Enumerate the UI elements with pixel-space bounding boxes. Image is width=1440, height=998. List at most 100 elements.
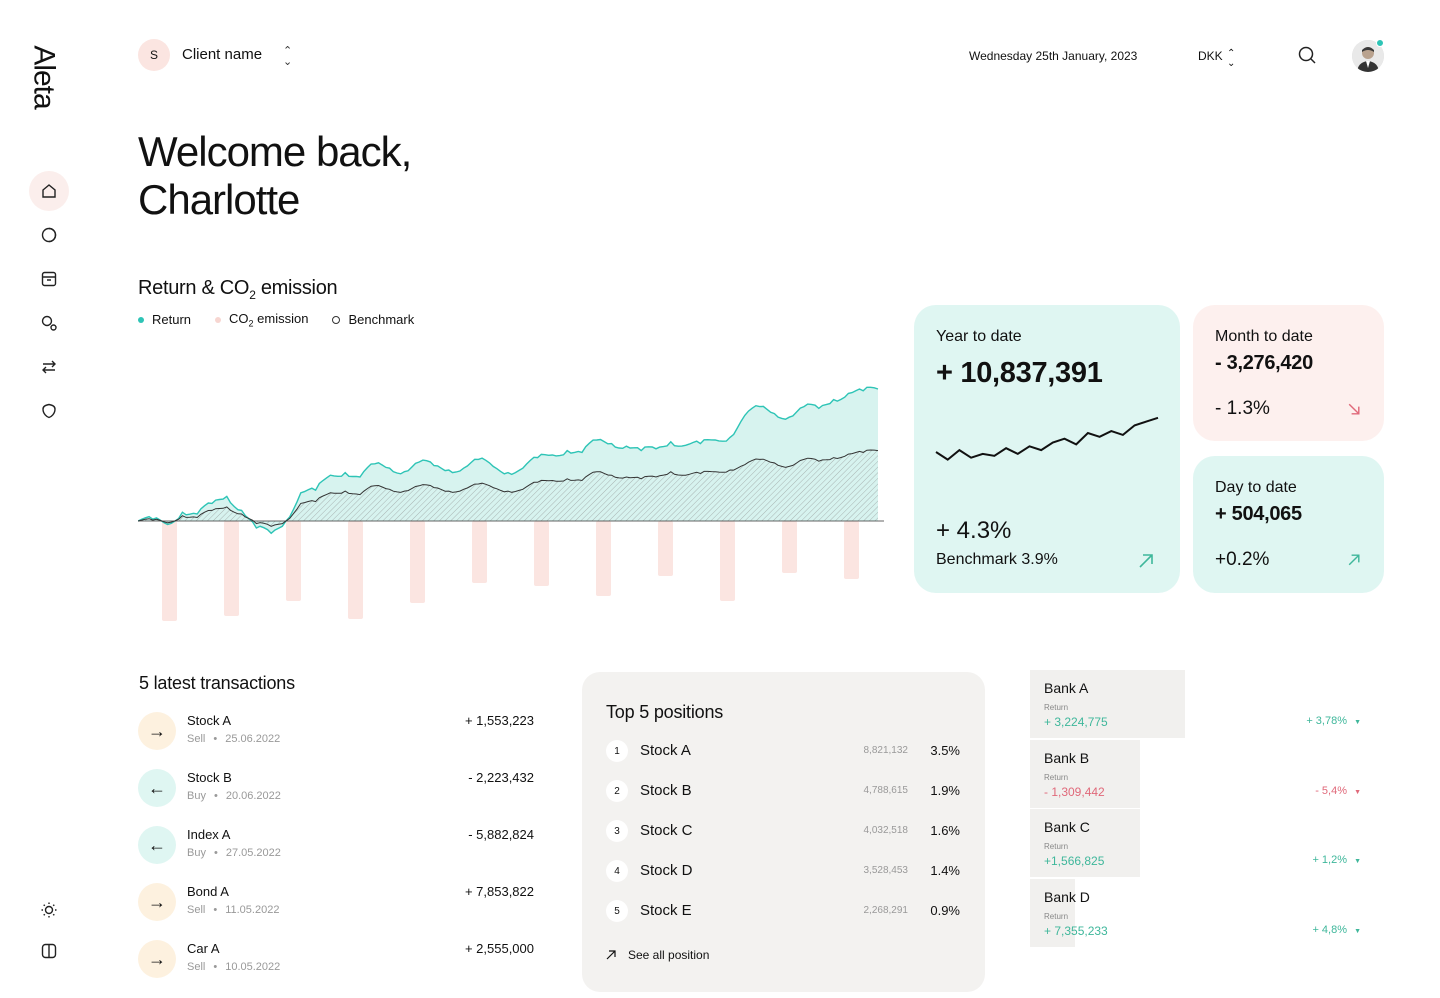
transaction-row[interactable]: ← Index A Buy • 27.05.2022 - 5,882,824: [138, 826, 538, 866]
bank-return-value: + 7,355,233: [1044, 923, 1108, 938]
bank-row[interactable]: Bank C Return +1,566,825 + 1,2% ▼: [1030, 809, 1375, 877]
transaction-type: Sell: [187, 904, 206, 916]
client-selector-chevron-icon[interactable]: ⌃ ⌄: [283, 45, 293, 68]
transaction-row[interactable]: → Car A Sell • 10.05.2022 + 2,555,000: [138, 940, 538, 980]
transaction-date: 27.05.2022: [225, 847, 281, 859]
dtd-label: Day to date: [1215, 479, 1297, 496]
home-icon: [42, 184, 56, 198]
transaction-name: Car A: [187, 941, 220, 956]
caret-down-icon: ▼: [1354, 788, 1361, 796]
bank-return-value: +1,566,825: [1044, 854, 1105, 868]
bank-return-label: Return: [1044, 703, 1069, 712]
arrow-right-icon: →: [138, 883, 176, 921]
bank-row[interactable]: Bank A Return + 3,224,775 + 3,78% ▼: [1030, 670, 1375, 738]
legend-benchmark[interactable]: Benchmark: [332, 312, 414, 327]
client-initial: S: [149, 48, 158, 62]
position-rank: 3: [606, 820, 628, 842]
position-value: 4,032,518: [863, 825, 909, 836]
bank-change: + 3,78% ▼: [1306, 715, 1361, 727]
sidebar-item-transfers[interactable]: [29, 347, 69, 387]
bank-share-bar: [1030, 739, 1141, 808]
user-avatar[interactable]: [1352, 40, 1384, 72]
co2-bar: [782, 521, 797, 573]
position-name: Stock B: [640, 782, 692, 799]
position-row[interactable]: 2 Stock B 4,788,615 1.9%: [606, 780, 962, 806]
return-series-line: [138, 386, 879, 535]
sidebar-item-security[interactable]: [29, 391, 69, 431]
search-icon[interactable]: [1296, 44, 1318, 66]
ytd-benchmark: Benchmark 3.9%: [936, 551, 1058, 568]
theme-toggle-button[interactable]: [29, 890, 69, 930]
see-all-label: See all position: [628, 948, 710, 962]
position-name: Stock D: [640, 862, 693, 879]
currency-chevron-icon[interactable]: ⌃ ⌄: [1227, 48, 1236, 69]
co2-bar: [162, 521, 177, 621]
month-to-date-card[interactable]: Month to date - 3,276,420 - 1.3%: [1193, 305, 1384, 441]
ytd-label: Year to date: [936, 328, 1022, 345]
position-row[interactable]: 4 Stock D 3,528,453 1.4%: [606, 860, 962, 886]
bank-row[interactable]: Bank D Return + 7,355,233 + 4,8% ▼: [1030, 878, 1375, 947]
bank-row[interactable]: Bank B Return - 1,309,442 - 5,4% ▼: [1030, 739, 1375, 808]
co2-bar: [224, 521, 239, 616]
bank-share-bar: [1030, 809, 1141, 877]
legend-return-label: Return: [152, 312, 192, 328]
see-all-positions-link[interactable]: See all position: [606, 948, 709, 962]
caret-down-icon: ▼: [1354, 927, 1361, 935]
co2-bar: [720, 521, 735, 601]
bank-name: Bank C: [1044, 819, 1090, 835]
transaction-row[interactable]: → Bond A Sell • 11.05.2022 + 7,853,822: [138, 883, 538, 923]
sidebar-item-home[interactable]: [29, 171, 69, 211]
legend-return-dot: [138, 316, 144, 323]
position-row[interactable]: 3 Stock C 4,032,518 1.6%: [606, 820, 962, 846]
position-share: 1.6%: [930, 823, 960, 838]
client-avatar[interactable]: S: [138, 39, 170, 71]
meta-separator: •: [213, 961, 218, 973]
bank-change-value: + 4,8%: [1312, 923, 1347, 936]
transaction-name: Bond A: [187, 884, 229, 899]
transaction-row[interactable]: → Stock A Sell • 25.06.2022 + 1,553,223: [138, 712, 538, 752]
transaction-row[interactable]: ← Stock B Buy • 20.06.2022 - 2,223,432: [138, 769, 538, 809]
transaction-type: Sell: [187, 961, 206, 973]
chart-legend: Return CO2 emission Benchmark: [138, 311, 414, 329]
meta-separator: •: [213, 790, 218, 802]
benchmark-series-line: [138, 449, 879, 527]
currency-selector[interactable]: DKK: [1198, 49, 1223, 63]
position-row[interactable]: 5 Stock E 2,268,291 0.9%: [606, 900, 962, 926]
transaction-amount: - 5,882,824: [468, 827, 534, 842]
welcome-heading: Welcome back, Charlotte: [138, 128, 412, 224]
chart-title-main: Return & CO: [138, 277, 250, 299]
client-selector[interactable]: Client name: [182, 46, 263, 63]
online-status-dot: [1376, 39, 1384, 47]
meta-separator: •: [213, 733, 218, 745]
caret-down-icon: ▼: [1354, 719, 1361, 726]
position-value: 2,268,291: [863, 905, 909, 916]
position-rank: 2: [606, 780, 628, 802]
legend-co2-label: CO2 emission: [229, 311, 308, 329]
position-name: Stock E: [640, 902, 692, 919]
top-positions-panel: Top 5 positions 1 Stock A 8,821,132 3.5% 2 St…: [582, 672, 985, 992]
position-row[interactable]: 1 Stock A 8,821,132 3.5%: [606, 740, 962, 766]
transaction-date: 25.06.2022: [225, 733, 281, 745]
co2-bar: [844, 521, 859, 579]
bank-return-label: Return: [1044, 772, 1069, 782]
bank-share-bar: [1030, 670, 1186, 738]
chart-title-tail: emission: [255, 277, 338, 299]
arrow-up-right-icon: [606, 950, 616, 960]
sun-icon: [41, 902, 57, 918]
brand-logo[interactable]: Aleta: [28, 38, 66, 110]
sidebar-item-portfolio[interactable]: [29, 215, 69, 255]
legend-co2[interactable]: CO2 emission: [215, 311, 308, 329]
position-value: 4,788,615: [863, 785, 909, 796]
year-to-date-card[interactable]: Year to date + 10,837,391 + 4.3% Benchma…: [914, 305, 1180, 593]
layout-toggle-icon: [41, 943, 57, 959]
legend-co2-label-tail: emission: [253, 311, 309, 326]
sidebar-item-archive[interactable]: [29, 259, 69, 299]
legend-return[interactable]: Return: [138, 312, 191, 327]
arrow-up-right-icon: [1139, 554, 1153, 568]
layout-toggle-button[interactable]: [29, 931, 69, 971]
return-co2-chart[interactable]: [138, 375, 884, 630]
shield-icon: [42, 403, 56, 419]
ytd-percent: + 4.3%: [936, 517, 1012, 544]
sidebar-item-assets[interactable]: [29, 303, 69, 343]
day-to-date-card[interactable]: Day to date + 504,065 +0.2%: [1193, 456, 1384, 593]
